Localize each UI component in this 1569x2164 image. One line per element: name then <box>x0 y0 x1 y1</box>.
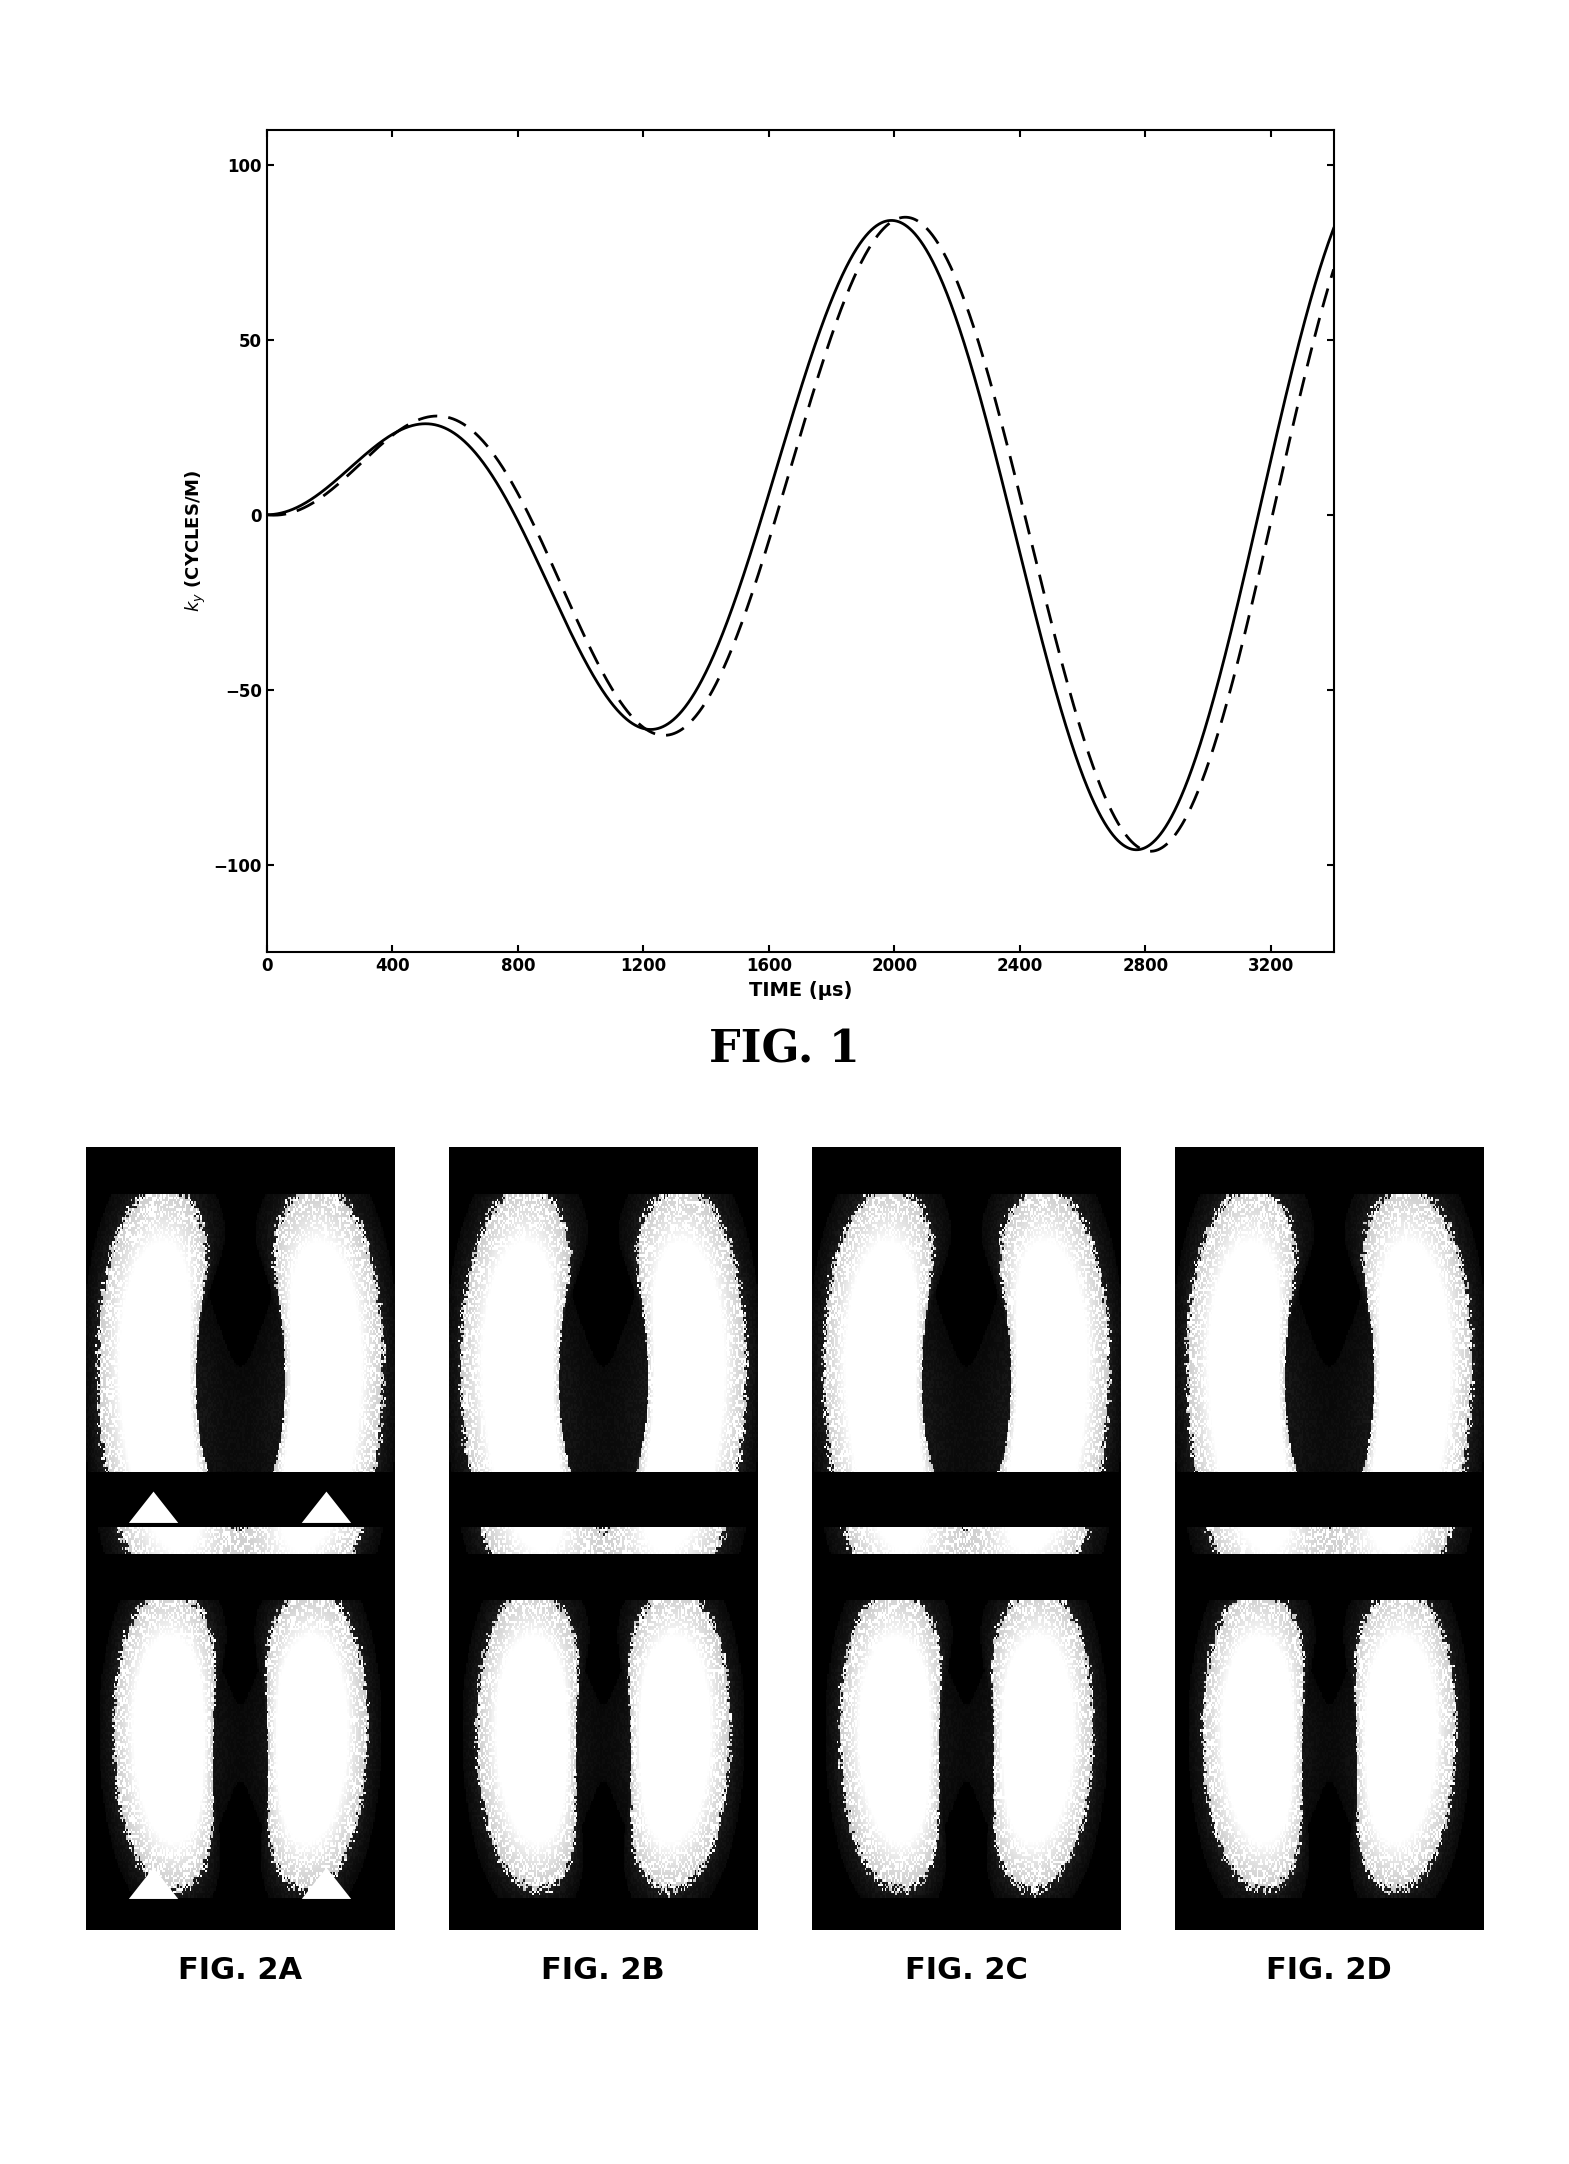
Bar <box>449 1472 758 1528</box>
Bar <box>1175 1472 1483 1528</box>
Polygon shape <box>301 1491 351 1523</box>
X-axis label: TIME (μs): TIME (μs) <box>748 980 852 1000</box>
Text: FIG. 2B: FIG. 2B <box>541 1956 665 1984</box>
Polygon shape <box>129 1868 179 1900</box>
Text: FIG. 1: FIG. 1 <box>709 1028 860 1071</box>
Bar <box>811 1472 1120 1528</box>
Polygon shape <box>301 1868 351 1900</box>
Polygon shape <box>129 1491 179 1523</box>
Bar <box>86 1472 394 1528</box>
Text: FIG. 2A: FIG. 2A <box>177 1956 303 1984</box>
Y-axis label: $k_y$ (CYCLES/M): $k_y$ (CYCLES/M) <box>184 470 209 612</box>
Text: FIG. 2C: FIG. 2C <box>905 1956 1028 1984</box>
Text: FIG. 2D: FIG. 2D <box>1266 1956 1392 1984</box>
